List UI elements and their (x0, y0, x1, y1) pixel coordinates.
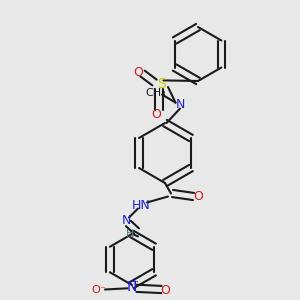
Text: O⁻: O⁻ (92, 285, 106, 296)
Text: S: S (158, 77, 166, 91)
Text: +: + (130, 277, 138, 287)
Text: N: N (127, 280, 137, 294)
Text: N: N (121, 214, 131, 227)
Text: CH₃: CH₃ (146, 88, 167, 98)
Text: O: O (133, 65, 143, 79)
Text: O: O (151, 107, 161, 121)
Text: O: O (160, 284, 170, 297)
Text: HN: HN (132, 199, 150, 212)
Text: N: N (175, 98, 185, 112)
Text: H: H (126, 229, 135, 239)
Text: O: O (193, 190, 203, 203)
